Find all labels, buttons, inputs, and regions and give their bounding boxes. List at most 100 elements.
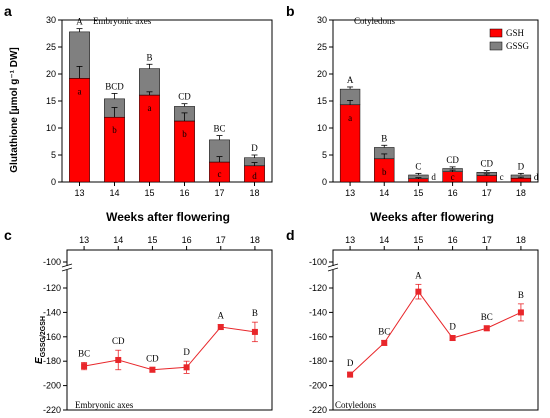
chart-a-xtick-label: 13 — [74, 188, 84, 198]
chart-d-ytick-label: -120 — [309, 283, 327, 293]
chart-b-ytick-label: 20 — [317, 69, 327, 79]
chart-d-letter: BC — [481, 312, 493, 322]
chart-a-ytick-label: 0 — [51, 177, 56, 187]
chart-d-axis-break-mark — [327, 263, 339, 268]
chart-b-xtick-label: 15 — [413, 188, 423, 198]
chart-b-ytick-label: 30 — [317, 15, 327, 25]
chart-b-ytick-label: 15 — [317, 96, 327, 106]
chart-b-letter-gssg: CD — [446, 155, 459, 165]
chart-b-letter-gssg: B — [381, 133, 387, 143]
chart-c-axis-break-mark — [61, 263, 73, 268]
chart-b-letter-gsh: c — [500, 172, 504, 182]
chart-c-xtick-label: 13 — [79, 235, 89, 245]
chart-d-point — [483, 325, 490, 332]
chart-d-letter: D — [449, 322, 456, 332]
chart-d-ytick-label: -160 — [309, 332, 327, 342]
chart-b-legend-label-gsh: GSH — [506, 28, 525, 38]
chart-d: Cotyledons -220 -200 -180 -160 -140 -120 -100 1… — [309, 235, 539, 415]
chart-d-letter: A — [415, 270, 422, 280]
chart-d-letter: BC — [378, 326, 390, 336]
chart-c-series-line — [83, 326, 255, 371]
chart-b-bar-gsh — [476, 175, 497, 183]
chart-c-axis-break-mark — [61, 267, 73, 272]
chart-d-ytick-label: -220 — [309, 405, 327, 415]
chart-d-axis-break-mark — [327, 267, 339, 272]
chart-c-ytick-label: -200 — [43, 381, 61, 391]
chart-b-letter-gsh: c — [451, 172, 455, 182]
chart-b-ytick-label: 5 — [322, 150, 327, 160]
chart-a-xtick-label: 14 — [109, 188, 119, 198]
chart-a-letter-gssg: D — [251, 143, 258, 153]
chart-b-letter-gsh: a — [348, 113, 352, 123]
chart-c-xtick-label: 16 — [182, 235, 192, 245]
chart-b-letter-gssg: CD — [480, 159, 493, 169]
chart-b-letter-gsh: d — [534, 172, 539, 182]
chart-c-xtick-label: 14 — [113, 235, 123, 245]
chart-a-ytick-label: 5 — [51, 150, 56, 160]
chart-c-ytick-label: -220 — [43, 405, 61, 415]
chart-c-ylabel: EGSSG/2GSH — [34, 316, 47, 364]
chart-b-legend-swatch-gsh — [489, 28, 503, 38]
chart-c-xtick-label: 17 — [216, 235, 226, 245]
chart-b-title: Cotyledons — [354, 16, 395, 26]
chart-a-letter-gsh: b — [182, 129, 187, 139]
chart-b-xtick-label: 16 — [448, 188, 458, 198]
panel-label-b: b — [286, 3, 295, 19]
chart-c-letter: BC — [78, 348, 90, 358]
chart-c-letter: CD — [112, 336, 125, 346]
chart-d-xtick-label: 13 — [345, 235, 355, 245]
chart-a-ylabel: Glutathione [µmol g⁻¹ DW] — [9, 47, 20, 172]
chart-a-letter-gssg: B — [146, 52, 152, 62]
chart-a-letter-gssg: A — [76, 17, 83, 27]
chart-c-point — [217, 324, 224, 331]
chart-b-letter-gssg: C — [415, 161, 421, 171]
chart-b-xtick-label: 18 — [516, 188, 526, 198]
chart-a-ytick-label: 20 — [46, 69, 56, 79]
chart-d-xtick-label: 18 — [516, 235, 526, 245]
chart-d-xtick-label: 16 — [448, 235, 458, 245]
chart-d-letter: B — [518, 290, 524, 300]
chart-d-ytick-label: -200 — [309, 381, 327, 391]
chart-d-title: Cotyledons — [335, 400, 376, 410]
chart-a-xtick-label: 18 — [249, 188, 259, 198]
chart-c-point — [115, 356, 122, 363]
chart-d-xtick-label: 17 — [482, 235, 492, 245]
chart-b-xtick-label: 13 — [345, 188, 355, 198]
chart-d-point — [347, 371, 354, 378]
chart-d-ytick-label: -100 — [309, 257, 327, 267]
chart-d-xtick-label: 14 — [379, 235, 389, 245]
chart-d-point — [517, 309, 524, 316]
chart-b: Cotyledons Weeks after flowering 0 5 10 15 2… — [317, 15, 539, 224]
chart-a-ytick-label: 30 — [46, 15, 56, 25]
chart-d-axis-break-gap — [328, 266, 338, 270]
chart-b-ytick-label: 25 — [317, 42, 327, 52]
chart-d-series-line — [349, 290, 522, 375]
panel-label-d: d — [286, 227, 295, 243]
chart-a-frame — [61, 19, 273, 183]
chart-c-axis-break-gap — [62, 266, 72, 270]
chart-b-legend-label-gssg: GSSG — [506, 41, 530, 51]
chart-c-letter: B — [252, 308, 258, 318]
chart-a-letter-gssg: BCD — [105, 81, 124, 91]
chart-c-point — [149, 366, 156, 373]
chart-c-title: Embryonic axes — [75, 400, 134, 410]
chart-d-point — [449, 335, 456, 342]
chart-c-letter: D — [183, 347, 190, 357]
chart-c-point — [183, 364, 190, 371]
chart-b-xtick-label: 17 — [482, 188, 492, 198]
chart-c: EGSSG/2GSH Embryonic axes -220 -200 -180 -1… — [34, 235, 273, 415]
chart-c-ytick-label: -100 — [43, 257, 61, 267]
chart-d-ytick-label: -140 — [309, 307, 327, 317]
chart-c-ylabel-main: E — [34, 357, 45, 364]
chart-d-ytick-label: -180 — [309, 356, 327, 366]
chart-a-letter-gsh: a — [148, 103, 152, 113]
chart-a-ytick-label: 25 — [46, 42, 56, 52]
chart-c-point — [81, 363, 88, 370]
chart-a-xtick-label: 17 — [214, 188, 224, 198]
chart-c-ytick-label: -120 — [43, 283, 61, 293]
chart-b-bar-gsh — [408, 178, 429, 183]
chart-c-ylabel-sub: GSSG/2GSH — [40, 316, 47, 357]
chart-a-letter-gsh: b — [112, 125, 117, 135]
chart-b-ytick-label: 0 — [322, 177, 327, 187]
